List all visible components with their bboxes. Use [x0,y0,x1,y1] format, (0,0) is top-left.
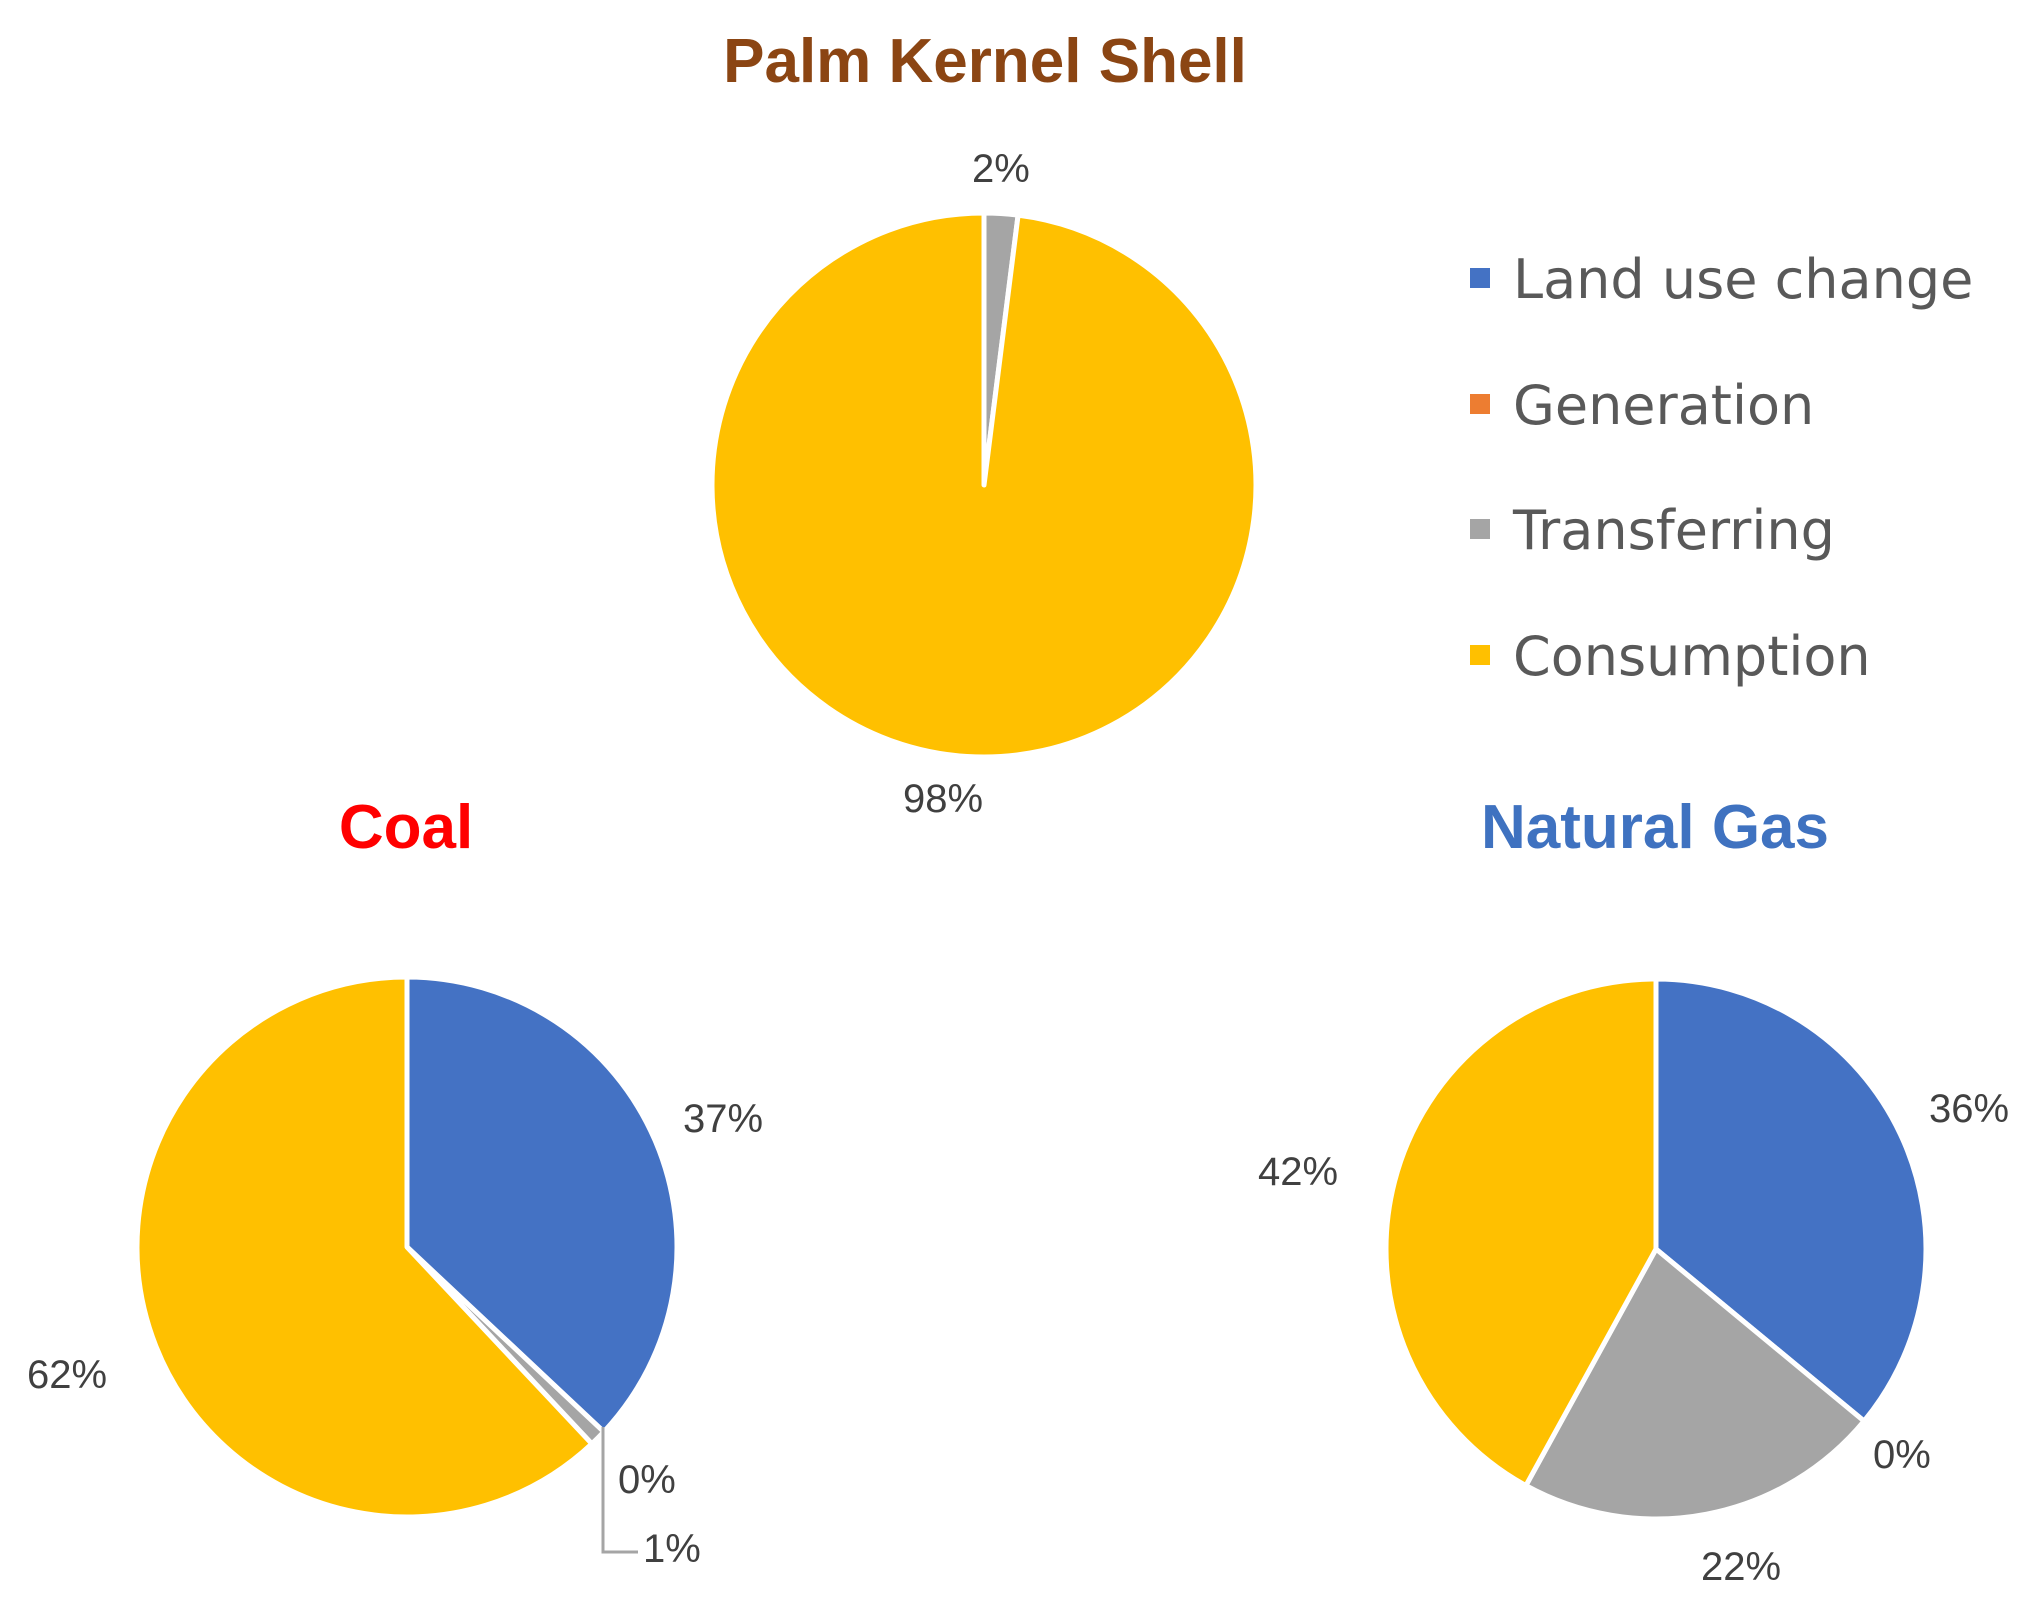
legend-swatch-generation [1470,394,1490,414]
legend-label-transferring: Transferring [1512,499,1835,562]
slice-consumption [709,210,1259,760]
slice-land-use-change [1653,976,1929,1424]
label-coal-consumption: 62% [27,1353,107,1397]
label-coal-generation: 0% [618,1458,676,1502]
legend: Land use change Generation Transferring … [1470,248,1973,688]
slice-land-use-change [404,974,680,1435]
legend-label-generation: Generation [1513,374,1814,437]
slice-transferring [1523,1246,1867,1522]
legend-swatch-land-use-change [1470,268,1490,288]
label-ng-consumption: 42% [1258,1150,1338,1194]
pie-natural-gas [1383,976,1929,1522]
coal-leader-line [601,1427,638,1554]
pie-palm-kernel-shell [709,210,1259,760]
chart-title-palm-kernel-shell: Palm Kernel Shell [723,27,1247,96]
chart-title-natural-gas: Natural Gas [1481,793,1829,862]
legend-swatch-transferring [1470,519,1490,539]
legend-swatch-consumption [1470,645,1490,665]
label-pks-consumption: 98% [903,777,983,821]
pie-coal [134,974,680,1520]
legend-label-consumption: Consumption [1513,625,1871,688]
slice-consumption [134,974,595,1520]
legend-label-land-use-change: Land use change [1513,248,1973,311]
label-coal-transferring: 1% [643,1527,701,1571]
label-ng-land-use-change: 36% [1929,1087,2009,1131]
label-coal-land-use-change: 37% [683,1097,763,1141]
slice-consumption [1383,976,1659,1489]
label-pks-transferring: 2% [972,147,1030,191]
label-ng-transferring: 22% [1701,1545,1781,1589]
chart-title-coal: Coal [339,793,473,862]
label-ng-generation: 0% [1873,1433,1931,1477]
